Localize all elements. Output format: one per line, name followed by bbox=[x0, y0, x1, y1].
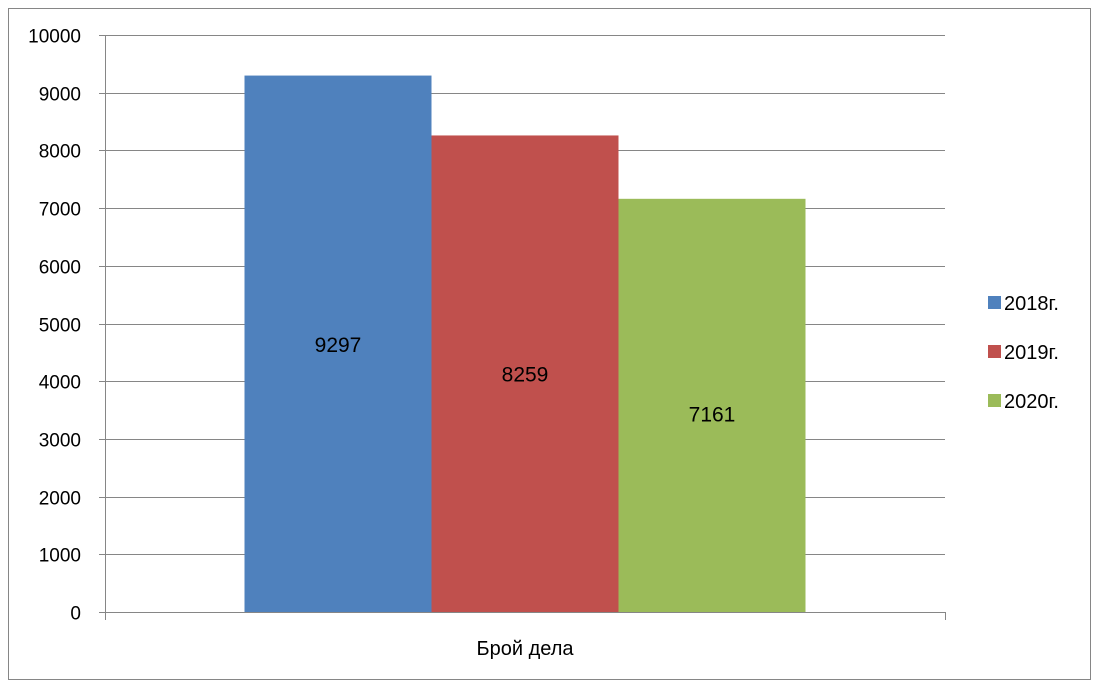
bar-2018г. bbox=[244, 75, 432, 612]
y-tick-label: 6000 bbox=[39, 258, 81, 279]
y-tick-label: 4000 bbox=[39, 373, 81, 394]
y-tick-label: 7000 bbox=[39, 200, 81, 221]
data-label: 8259 bbox=[502, 364, 549, 387]
x-category-label: Брой дела bbox=[476, 638, 574, 660]
legend-swatch bbox=[988, 345, 1001, 358]
legend-label: 2018г. bbox=[1004, 293, 1059, 315]
labels: Брой дела 0 1000 2000 3000 4000 5000 6000 7000 8… bbox=[28, 27, 735, 661]
legend: 2018г. 2019г. 2020г. bbox=[988, 293, 1059, 413]
legend-swatch bbox=[988, 296, 1001, 309]
y-tick-label: 8000 bbox=[39, 142, 81, 163]
legend-label: 2019г. bbox=[1004, 342, 1059, 364]
bar-2019г. bbox=[431, 135, 619, 613]
data-label: 9297 bbox=[315, 334, 362, 357]
y-tick-label: 10000 bbox=[28, 27, 81, 48]
y-tick-label: 2000 bbox=[39, 489, 81, 510]
y-tick-label: 5000 bbox=[39, 316, 81, 337]
axes bbox=[99, 35, 946, 620]
y-tick-label: 0 bbox=[70, 604, 81, 625]
y-tick-label: 9000 bbox=[39, 85, 81, 106]
data-label: 7161 bbox=[689, 403, 736, 426]
bar-2020г. bbox=[618, 198, 806, 612]
legend-label: 2020г. bbox=[1004, 391, 1059, 413]
bars bbox=[244, 75, 806, 613]
legend-swatch bbox=[988, 394, 1001, 407]
y-tick-label: 3000 bbox=[39, 431, 81, 452]
y-tick-label: 1000 bbox=[39, 546, 81, 567]
